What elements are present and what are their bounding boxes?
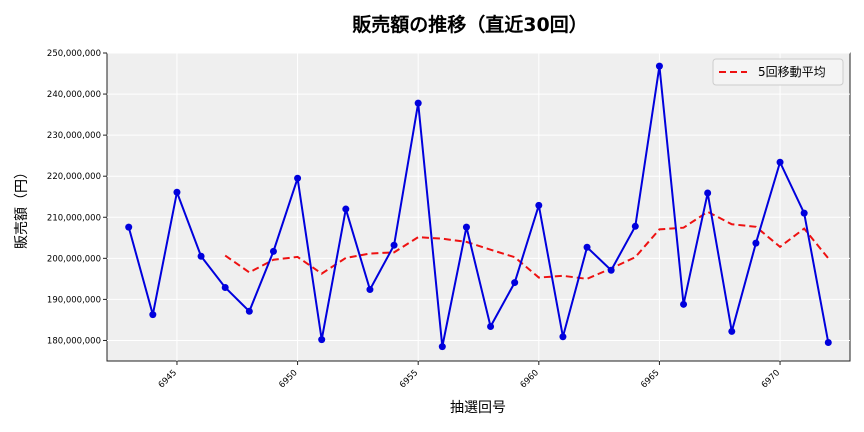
x-tick-label: 6950	[277, 368, 299, 390]
data-point	[800, 209, 808, 217]
data-point	[269, 247, 277, 255]
data-point	[294, 174, 302, 182]
data-point	[824, 339, 832, 347]
sales-markers	[125, 62, 832, 351]
data-point	[607, 266, 615, 274]
data-point	[487, 323, 495, 331]
y-tick-label: 240,000,000	[47, 90, 101, 100]
data-point	[680, 300, 688, 308]
y-tick-label: 180,000,000	[47, 336, 101, 346]
x-axis-ticks: 6945 6950 6955 6960 6965 6970	[157, 361, 782, 390]
x-axis-label: 抽選回号	[450, 400, 506, 416]
data-point	[631, 222, 639, 230]
y-tick-label: 230,000,000	[47, 131, 101, 141]
data-point	[245, 307, 253, 315]
data-point	[559, 333, 567, 341]
y-tick-label: 200,000,000	[47, 254, 101, 264]
y-tick-label: 220,000,000	[47, 172, 101, 182]
chart-title: 販売額の推移（直近30回）	[352, 13, 587, 36]
data-point	[776, 158, 784, 166]
data-point	[149, 311, 157, 319]
legend: 5回移動平均	[712, 58, 844, 86]
x-tick-label: 6965	[639, 368, 661, 390]
y-axis-ticks: 180,000,000 190,000,000 200,000,000 210,000…	[47, 49, 107, 346]
data-point	[173, 188, 181, 196]
data-point	[342, 205, 350, 213]
data-point	[462, 223, 470, 231]
data-point	[728, 327, 736, 335]
x-tick-label: 6960	[519, 368, 541, 390]
x-tick-label: 6945	[157, 368, 179, 390]
data-point	[390, 241, 398, 249]
data-point	[511, 279, 519, 287]
legend-label: 5回移動平均	[758, 65, 826, 79]
y-tick-label: 190,000,000	[47, 295, 101, 305]
sales-line	[127, 65, 830, 347]
data-point	[318, 336, 326, 344]
data-point	[366, 286, 374, 294]
y-axis-label: 販売額（円）	[14, 165, 30, 249]
data-point	[583, 243, 591, 251]
data-point	[655, 62, 663, 70]
data-point	[197, 252, 205, 260]
moving-average-line	[224, 210, 830, 280]
data-point	[535, 201, 543, 209]
x-tick-label: 6955	[398, 368, 420, 390]
data-point	[221, 283, 229, 291]
data-point	[438, 343, 446, 351]
data-point	[414, 99, 422, 107]
data-point	[125, 223, 133, 231]
plot-area	[106, 52, 851, 362]
data-point	[704, 189, 712, 197]
y-tick-label: 250,000,000	[47, 49, 101, 59]
y-tick-label: 210,000,000	[47, 213, 101, 223]
data-point	[752, 239, 760, 247]
x-tick-label: 6970	[760, 368, 782, 390]
